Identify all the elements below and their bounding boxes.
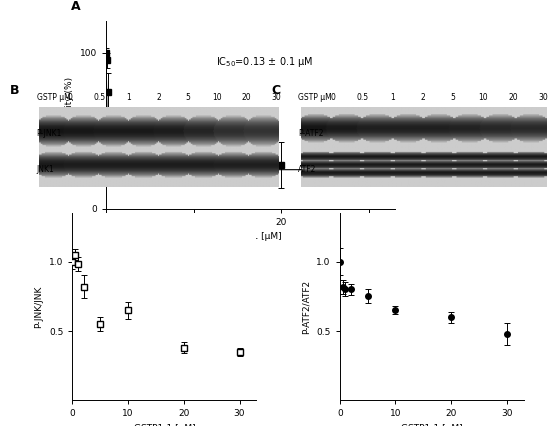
Text: A: A [71,0,81,13]
Text: B: B [10,84,19,98]
Text: 0.5: 0.5 [356,93,369,102]
Text: 2: 2 [421,93,426,102]
Y-axis label: P-ATF2/ATF2: P-ATF2/ATF2 [302,279,311,334]
Y-axis label: P-JNK/JNK: P-JNK/JNK [35,285,43,328]
X-axis label: GSTP1-1 [μM]: GSTP1-1 [μM] [401,424,462,426]
Text: ATF2: ATF2 [299,165,317,174]
X-axis label: GSTP1-1 [μM]: GSTP1-1 [μM] [134,424,195,426]
Text: C: C [271,84,281,98]
Text: 0: 0 [330,93,335,102]
Text: 30: 30 [271,93,281,102]
Text: 1: 1 [126,93,131,102]
Text: 20: 20 [242,93,252,102]
Text: GSTP μM: GSTP μM [299,93,332,102]
Text: 2: 2 [156,93,161,102]
Text: 5: 5 [451,93,456,102]
Text: 5: 5 [185,93,190,102]
X-axis label: GSTP1-1 [μM]: GSTP1-1 [μM] [220,232,281,241]
Y-axis label: JNK1 activity (%): JNK1 activity (%) [65,77,74,153]
Text: 0.5: 0.5 [94,93,106,102]
Text: 0: 0 [68,93,72,102]
Text: IC$_{50}$=0.13 ± 0.1 μM: IC$_{50}$=0.13 ± 0.1 μM [216,55,313,69]
Text: 1: 1 [390,93,395,102]
Text: 10: 10 [212,93,222,102]
Text: 20: 20 [509,93,518,102]
Text: 10: 10 [478,93,488,102]
Text: P-JNK1: P-JNK1 [37,129,62,138]
Text: 30: 30 [539,93,548,102]
Text: JNK1: JNK1 [37,165,55,174]
Text: GSTP μM: GSTP μM [37,93,70,102]
Text: P-ATF2: P-ATF2 [299,129,324,138]
